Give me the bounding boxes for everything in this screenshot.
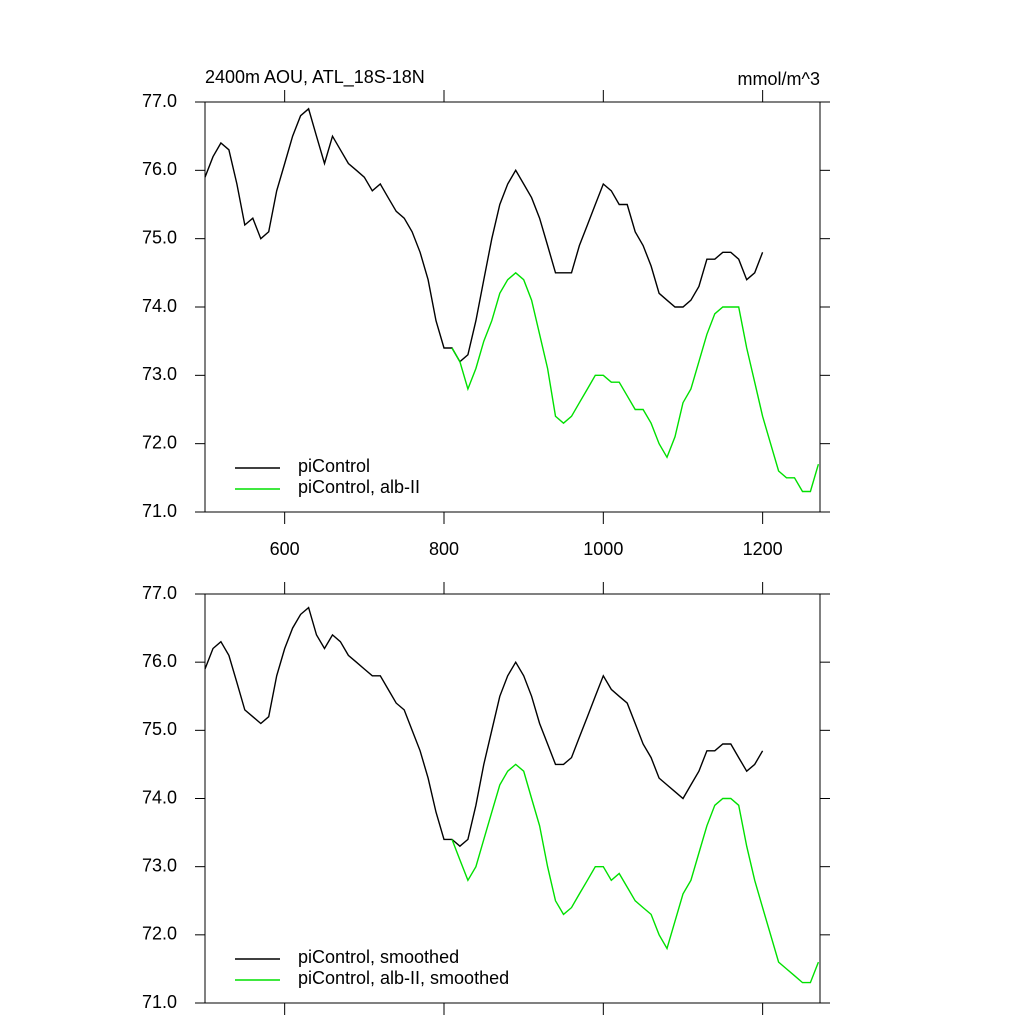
series-line (204, 606, 764, 848)
y-tick-label: 72.0 (142, 924, 177, 944)
legend-label: piControl, smoothed (298, 947, 459, 967)
y-tick-label: 74.0 (142, 787, 177, 807)
x-tick-label: 1000 (583, 539, 623, 559)
x-tick-label: 800 (429, 539, 459, 559)
y-tick-label: 72.0 (142, 432, 177, 452)
y-tick-label: 75.0 (142, 227, 177, 247)
series-line (451, 763, 820, 984)
y-tick-label: 76.0 (142, 651, 177, 671)
legend-label: piControl (298, 456, 370, 476)
x-tick-label: 1200 (743, 539, 783, 559)
chart-title: 2400m AOU, ATL_18S-18N (205, 67, 425, 88)
x-tick-label: 600 (270, 539, 300, 559)
y-tick-label: 71.0 (142, 501, 177, 521)
y-tick-label: 77.0 (142, 583, 177, 603)
y-tick-label: 71.0 (142, 992, 177, 1012)
y-tick-label: 73.0 (142, 364, 177, 384)
y-tick-label: 74.0 (142, 296, 177, 316)
legend-label: piControl, alb-II, smoothed (298, 968, 509, 988)
units-label: mmol/m^3 (738, 69, 820, 89)
series-line (451, 271, 820, 493)
y-tick-label: 75.0 (142, 719, 177, 739)
series-line (204, 107, 764, 363)
legend-label: piControl, alb-II (298, 477, 420, 497)
y-tick-label: 73.0 (142, 855, 177, 875)
y-tick-label: 76.0 (142, 159, 177, 179)
y-tick-label: 77.0 (142, 91, 177, 111)
